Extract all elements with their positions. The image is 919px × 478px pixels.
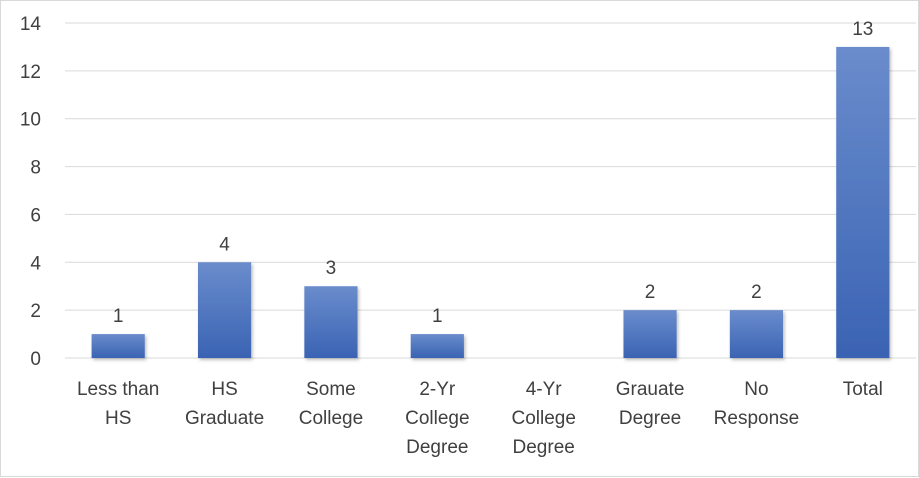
gridlines	[65, 22, 916, 359]
data-label: 1	[113, 306, 124, 327]
y-tick-label: 8	[30, 158, 41, 179]
y-tick-label: 12	[20, 62, 41, 83]
bar	[304, 286, 358, 358]
data-label: 1	[432, 306, 443, 327]
x-category-label: 4-Yr College Degree	[511, 379, 575, 458]
data-label: 2	[751, 282, 762, 303]
bar	[623, 310, 677, 358]
x-axis-category-labels: Less than HS HS Graduate Some College 2-Yr Coll…	[77, 379, 883, 458]
data-labels: 1 4 3 1 2 2 13	[113, 19, 873, 327]
x-category-label: Less than HS	[77, 379, 159, 429]
data-label: 13	[852, 19, 873, 40]
bar	[836, 46, 890, 359]
bar	[91, 334, 145, 358]
x-category-label: Total	[843, 379, 883, 400]
y-axis-tick-labels: 0 2 4 6 8 10 12 14	[20, 14, 42, 370]
bars	[91, 46, 890, 359]
x-category-label: Grauate Degree	[616, 379, 685, 429]
y-tick-label: 0	[30, 349, 41, 370]
y-tick-label: 2	[30, 301, 41, 322]
y-tick-label: 6	[30, 205, 41, 226]
y-tick-label: 4	[30, 253, 41, 274]
y-tick-label: 14	[20, 14, 42, 35]
x-category-label: Some College	[299, 379, 363, 429]
data-label: 2	[645, 282, 656, 303]
y-tick-label: 10	[20, 110, 41, 131]
bar	[729, 310, 784, 358]
x-category-label: No Response	[714, 379, 800, 429]
x-category-label: HS Graduate	[185, 379, 264, 429]
bar	[410, 334, 464, 358]
bar	[197, 262, 252, 358]
data-label: 4	[219, 234, 230, 255]
data-label: 3	[326, 258, 337, 279]
x-category-label: 2-Yr College Degree	[405, 379, 469, 458]
